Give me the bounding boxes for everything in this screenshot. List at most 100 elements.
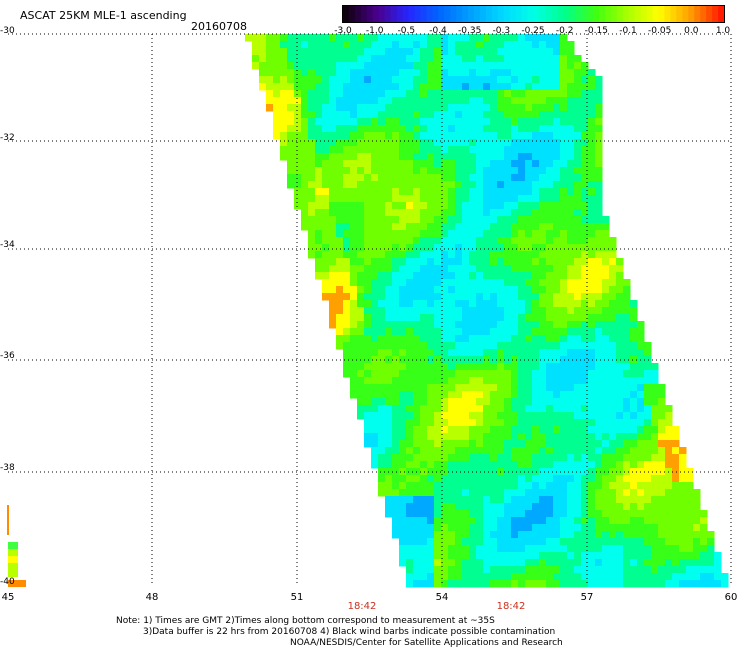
swath-cell (357, 363, 365, 371)
swath-cell (371, 412, 379, 420)
swath-cell (469, 363, 477, 371)
swath-cell (462, 545, 470, 553)
swath-cell (707, 545, 715, 553)
swath-cell (560, 391, 568, 399)
swath-cell (357, 167, 365, 175)
swath-cell (385, 342, 393, 350)
swath-cell (574, 104, 582, 112)
swath-cell (385, 482, 393, 490)
swath-cell (378, 279, 386, 287)
swath-cell (273, 76, 281, 84)
swath-cell (651, 454, 659, 462)
swath-cell (581, 153, 589, 161)
swath-cell (483, 363, 491, 371)
swath-cell (630, 433, 638, 441)
swath-cell (392, 251, 400, 259)
swath-cell (8, 549, 18, 556)
swath-cell (588, 258, 596, 266)
swath-cell (420, 167, 428, 175)
swath-cell (371, 342, 379, 350)
swath-cell (511, 195, 519, 203)
swath-cell (357, 370, 365, 378)
swath-cell (420, 335, 428, 343)
swath-cell (378, 90, 386, 98)
swath-cell (252, 41, 260, 49)
swath-cell (371, 447, 379, 455)
swath-cell (406, 237, 414, 245)
swath-cell (679, 475, 687, 483)
swath-cell (462, 139, 470, 147)
swath-cell (546, 559, 554, 567)
swath-cell (539, 482, 547, 490)
swath-cell (560, 272, 568, 280)
swath-cell (329, 321, 337, 329)
swath-cell (546, 244, 554, 252)
swath-cell (420, 566, 428, 574)
swath-cell (476, 55, 484, 63)
swath-cell (532, 69, 540, 77)
swath-cell (406, 328, 414, 336)
swath-cell (343, 111, 351, 119)
colorbar-segment (622, 6, 630, 22)
swath-cell (574, 244, 582, 252)
swath-cell (511, 426, 519, 434)
swath-cell (413, 237, 421, 245)
swath-cell (364, 153, 372, 161)
swath-cell (588, 139, 596, 147)
swath-cell (378, 237, 386, 245)
swath-cell (532, 251, 540, 259)
swath-cell (497, 426, 505, 434)
swath-cell (343, 251, 351, 259)
swath-cell (385, 216, 393, 224)
swath-cell (476, 391, 484, 399)
swath-cell (378, 111, 386, 119)
swath-cell (567, 363, 575, 371)
swath-cell (518, 167, 526, 175)
swath-cell (476, 496, 484, 504)
swath-cell (623, 370, 631, 378)
swath-cell (294, 34, 302, 42)
swath-cell (497, 321, 505, 329)
swath-cell (707, 538, 715, 546)
swath-cell (469, 447, 477, 455)
swath-cell (679, 461, 687, 469)
swath-cell (322, 118, 330, 126)
swath-cell (504, 202, 512, 210)
swath-cell (413, 475, 421, 483)
colorbar-segment (378, 6, 386, 22)
swath-cell (665, 566, 673, 574)
swath-cell (553, 447, 561, 455)
swath-cell (469, 132, 477, 140)
swath-cell (385, 300, 393, 308)
swath-cell (392, 377, 400, 385)
swath-cell (434, 223, 442, 231)
swath-cell (616, 412, 624, 420)
swath-cell (581, 230, 589, 238)
swath-cell (462, 552, 470, 560)
swath-cell (567, 97, 575, 105)
swath-cell (287, 83, 295, 91)
swath-cell (602, 286, 610, 294)
swath-cell (413, 139, 421, 147)
swath-cell (462, 153, 470, 161)
swath-cell (658, 510, 666, 518)
swath-cell (364, 433, 372, 441)
swath-cell (287, 62, 295, 70)
swath-cell (588, 314, 596, 322)
swath-cell (476, 517, 484, 525)
swath-cell (539, 146, 547, 154)
swath-cell (315, 104, 323, 112)
swath-cell (595, 244, 603, 252)
swath-cell (294, 174, 302, 182)
swath-cell (448, 69, 456, 77)
swath-cell (434, 405, 442, 413)
swath-cell (658, 524, 666, 532)
swath-cell (560, 377, 568, 385)
swath-cell (441, 307, 449, 315)
swath-cell (301, 132, 309, 140)
swath-cell (434, 454, 442, 462)
swath-cell (462, 538, 470, 546)
swath-cell (483, 202, 491, 210)
swath-cell (693, 496, 701, 504)
swath-cell (336, 251, 344, 259)
